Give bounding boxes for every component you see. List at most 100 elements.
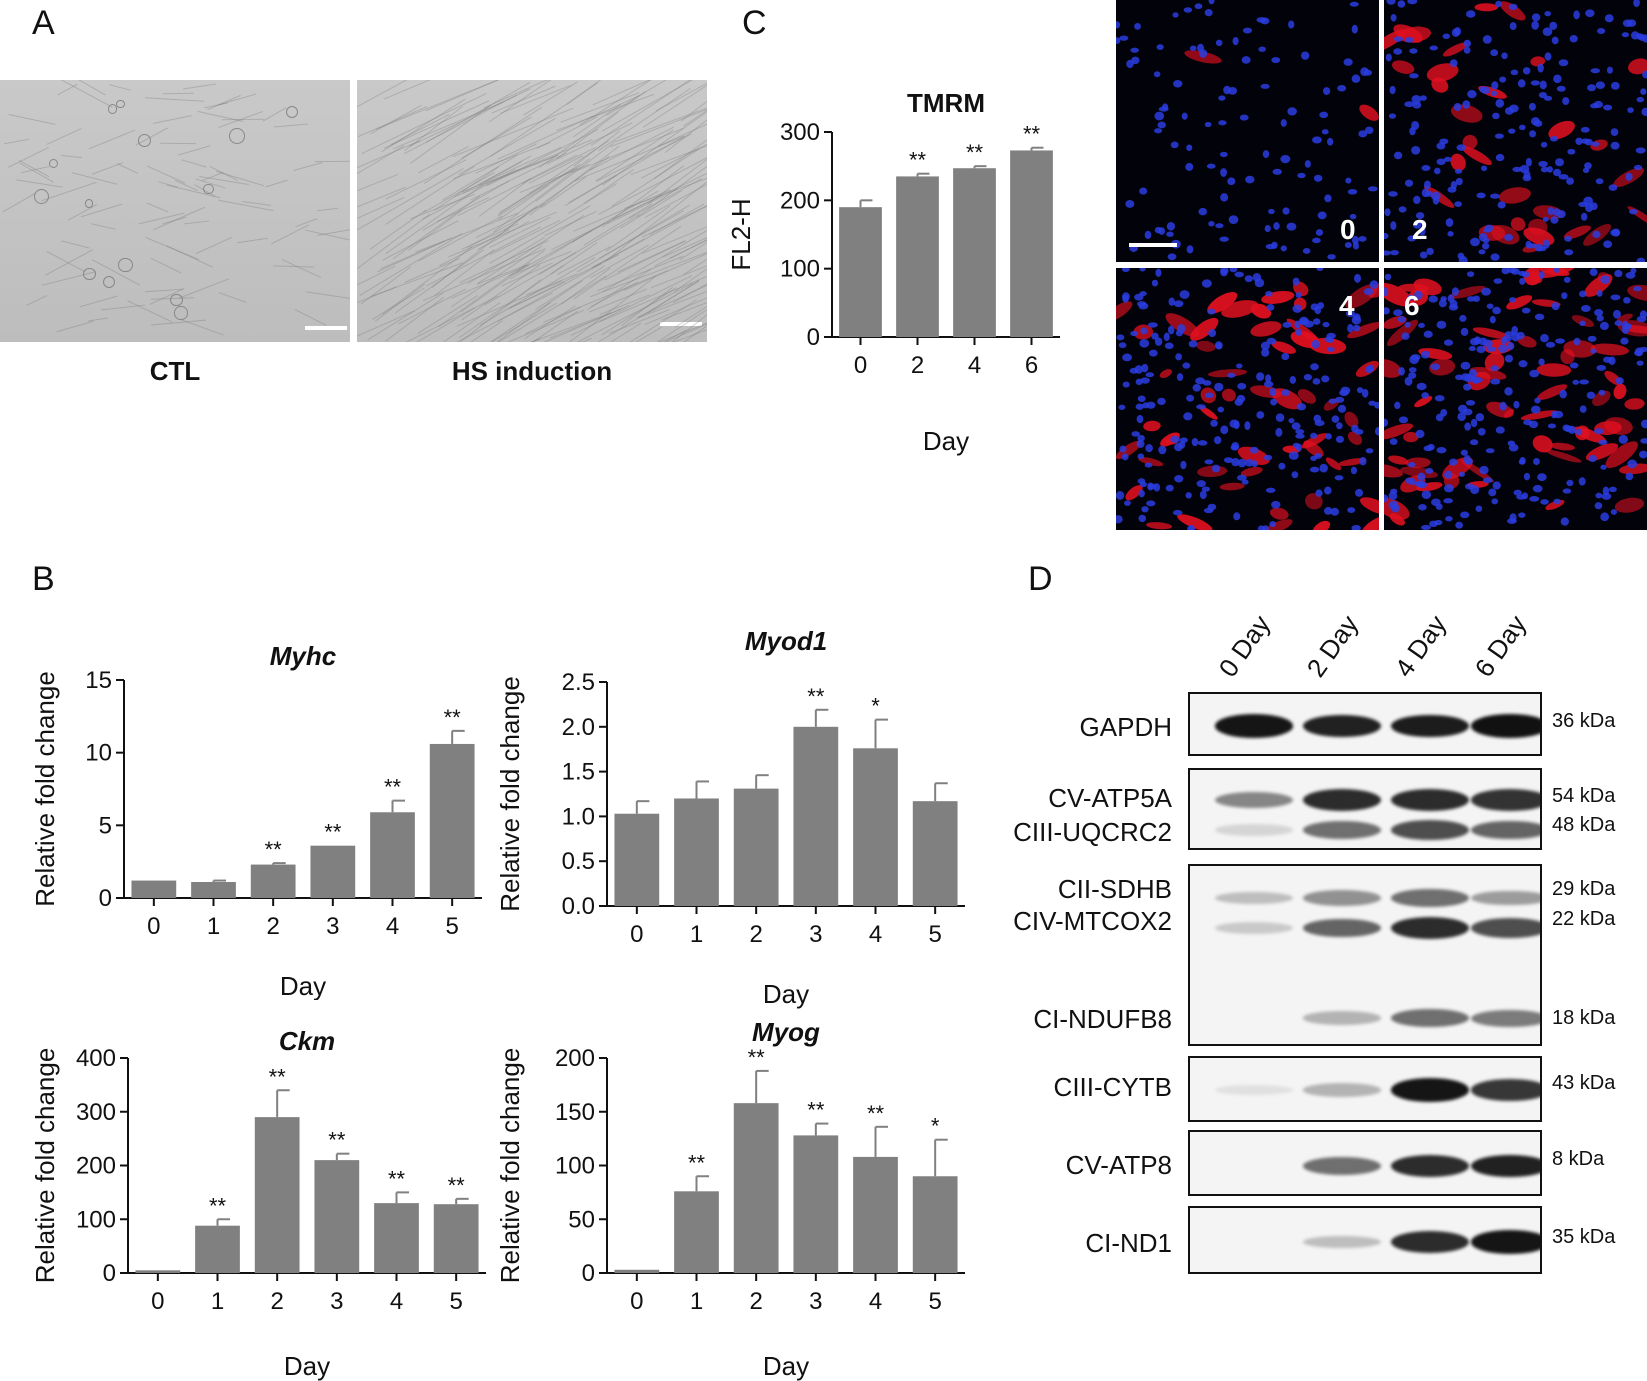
fluorescence-day-6: 6 <box>1384 268 1647 530</box>
protein-label: CIV-MTCOX2 <box>1013 906 1172 936</box>
molecular-weight-label: 29 kDa <box>1552 878 1616 900</box>
bar <box>1010 150 1053 337</box>
fluorescence-day-4: 4 <box>1116 268 1379 530</box>
y-tick-label: 200 <box>76 1153 116 1180</box>
significance-label: ** <box>384 775 402 800</box>
protein-label: CV-ATP8 <box>1065 1150 1172 1180</box>
label-hs-induction: HS induction <box>451 356 613 386</box>
significance-label: ** <box>688 1150 706 1175</box>
protein-band <box>1391 1078 1469 1102</box>
lane-label: 4 Day <box>1388 609 1453 683</box>
panel-letter-d: D <box>1028 560 1053 598</box>
molecular-weight-label: 48 kDa <box>1552 814 1616 836</box>
protein-label: CIII-UQCRC2 <box>1013 817 1172 847</box>
y-tick-label: 400 <box>76 1045 116 1072</box>
x-tick-label: 3 <box>326 913 339 940</box>
bar <box>733 788 779 906</box>
chart-title: TMRM <box>907 88 985 118</box>
y-tick-label: 300 <box>780 119 820 146</box>
molecular-weight-label: 35 kDa <box>1552 1226 1616 1248</box>
protein-band <box>1471 1009 1540 1027</box>
blot-membrane <box>1188 864 1542 1046</box>
x-tick-label: 3 <box>809 921 822 948</box>
significance-label: ** <box>867 1101 885 1126</box>
significance-label: ** <box>807 684 825 709</box>
bar <box>896 176 939 337</box>
bar <box>433 1204 479 1273</box>
protein-band <box>1391 1155 1469 1177</box>
x-tick-label: 1 <box>211 1288 224 1315</box>
bar <box>131 880 177 898</box>
bar <box>853 1156 898 1273</box>
significance-label: * <box>871 694 880 719</box>
y-tick-label: 0 <box>807 324 820 351</box>
x-axis-label: Day <box>284 1351 330 1381</box>
bar <box>839 207 882 337</box>
lane-label: 0 Day <box>1212 609 1277 683</box>
y-tick-label: 0 <box>99 885 112 912</box>
significance-label: * <box>931 1114 940 1139</box>
bar <box>953 168 996 337</box>
panel-letter-a: A <box>32 4 55 42</box>
y-axis-label: Relative fold change <box>30 1048 60 1284</box>
protein-band <box>1215 824 1293 836</box>
y-axis-label: FL2-H <box>730 198 756 270</box>
chart-myod1: Myod1 0.0 0.5 1.0 1.5 2.0 2.5 0 1 2 ** 3 * 4 5 Day Relat… <box>495 626 965 1009</box>
protein-label: GAPDH <box>1079 712 1172 742</box>
bar <box>793 1135 839 1273</box>
significance-label: ** <box>1023 122 1041 147</box>
protein-band <box>1215 714 1293 738</box>
protein-label: CII-SDHB <box>1057 874 1172 904</box>
protein-label: CI-ND1 <box>1085 1228 1172 1258</box>
chart-title: Myod1 <box>745 626 827 656</box>
x-axis-label: Day <box>763 1351 809 1381</box>
blot-membrane <box>1188 768 1542 850</box>
blot-membrane <box>1188 692 1542 756</box>
y-tick-label: 100 <box>555 1153 595 1180</box>
y-tick-label: 1.0 <box>562 803 595 830</box>
bar <box>674 1191 719 1273</box>
significance-label: ** <box>807 1098 825 1123</box>
chart-ckm: Ckm 0 100 200 300 400 0 ** 1 ** 2 ** 3 ** 4 ** 5 Day Relat… <box>30 1026 486 1381</box>
scale-bar <box>305 326 347 330</box>
micrograph-ctl <box>0 80 350 342</box>
x-tick-label: 2 <box>911 352 924 379</box>
y-tick-label: 300 <box>76 1099 116 1126</box>
protein-band <box>1391 917 1469 939</box>
protein-band <box>1303 789 1381 811</box>
x-tick-label: 2 <box>749 1288 762 1315</box>
protein-label: CI-NDUFB8 <box>1033 1004 1172 1034</box>
bar <box>250 864 296 898</box>
chart-title: Ckm <box>279 1026 335 1056</box>
significance-label: ** <box>909 148 927 173</box>
x-axis-label: Day <box>280 971 326 1000</box>
significance-label: ** <box>328 1128 346 1153</box>
bar <box>195 1225 240 1273</box>
protein-band <box>1471 714 1540 738</box>
bar <box>853 748 898 906</box>
blot-membrane <box>1188 1206 1542 1274</box>
significance-label: ** <box>448 1173 466 1198</box>
protein-band <box>1471 1079 1540 1101</box>
y-axis-label: Relative fold change <box>30 671 60 907</box>
chart-myog: Myog 0 50 100 150 200 0 ** 1 ** 2 ** 3 ** 4 * 5 Day Relati… <box>495 1017 965 1381</box>
molecular-weight-label: 36 kDa <box>1552 710 1616 732</box>
bar <box>674 798 719 906</box>
x-tick-label: 3 <box>330 1288 343 1315</box>
y-tick-label: 0 <box>103 1260 116 1287</box>
panel-letter-c: C <box>742 4 767 42</box>
protein-band <box>1215 891 1293 905</box>
molecular-weight-label: 22 kDa <box>1552 908 1616 930</box>
y-tick-label: 200 <box>780 187 820 214</box>
protein-band <box>1303 821 1381 839</box>
bar <box>429 743 475 898</box>
x-axis-label: Day <box>923 426 969 456</box>
protein-label: CIII-CYTB <box>1053 1072 1172 1102</box>
y-tick-label: 150 <box>555 1099 595 1126</box>
molecular-weight-label: 54 kDa <box>1552 785 1616 807</box>
significance-label: ** <box>388 1166 406 1191</box>
significance-label: ** <box>966 140 984 165</box>
y-tick-label: 2.5 <box>562 669 595 696</box>
y-tick-label: 5 <box>99 812 112 839</box>
chart-title: Myog <box>752 1017 820 1047</box>
